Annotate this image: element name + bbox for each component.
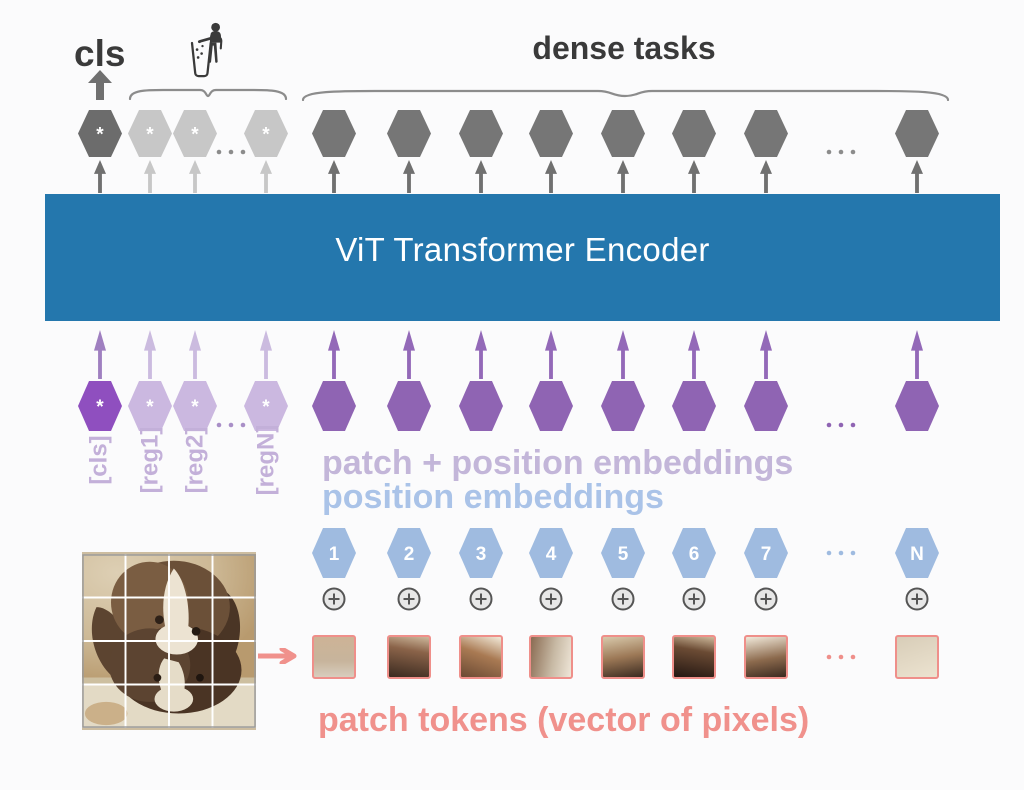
svg-text:3: 3 xyxy=(476,544,487,565)
svg-text:1: 1 xyxy=(329,544,340,565)
svg-text:6: 6 xyxy=(689,544,700,565)
svg-text:*: * xyxy=(146,397,154,418)
svg-text:N: N xyxy=(910,544,924,565)
svg-text:*: * xyxy=(96,397,104,418)
svg-text:*: * xyxy=(146,124,154,145)
svg-text:*: * xyxy=(262,124,270,145)
svg-text:4: 4 xyxy=(546,544,557,565)
svg-text:*: * xyxy=(96,124,104,145)
svg-text:2: 2 xyxy=(404,544,415,565)
svg-text:*: * xyxy=(262,397,270,418)
svg-text:5: 5 xyxy=(618,544,629,565)
svg-text:*: * xyxy=(191,124,199,145)
svg-text:*: * xyxy=(191,397,199,418)
svg-text:7: 7 xyxy=(761,544,772,565)
